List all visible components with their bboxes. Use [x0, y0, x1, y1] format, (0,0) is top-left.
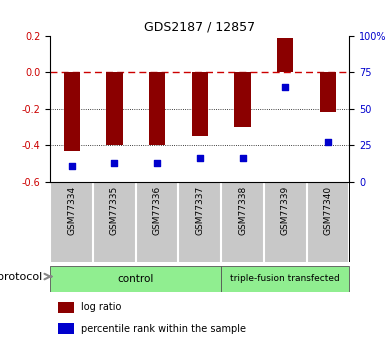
Bar [277, 38, 293, 72]
Text: GSM77335: GSM77335 [110, 186, 119, 235]
Point [325, 139, 331, 145]
Text: control: control [118, 274, 154, 284]
Text: GSM77336: GSM77336 [152, 186, 162, 235]
Text: protocol: protocol [0, 272, 43, 282]
Bar [58, 323, 74, 334]
Bar [320, 72, 336, 112]
Bar [64, 72, 80, 151]
Point [197, 156, 203, 161]
Text: percentile rank within the sample: percentile rank within the sample [81, 324, 246, 334]
Point [239, 156, 246, 161]
Text: GSM77334: GSM77334 [67, 186, 76, 235]
Bar [50, 266, 221, 292]
Bar [149, 72, 165, 145]
Text: GSM77340: GSM77340 [323, 186, 333, 235]
Bar [58, 302, 74, 313]
Text: triple-fusion transfected: triple-fusion transfected [230, 274, 340, 283]
Bar [106, 72, 123, 145]
Text: GSM77339: GSM77339 [281, 186, 290, 235]
Title: GDS2187 / 12857: GDS2187 / 12857 [144, 20, 255, 33]
Point [69, 163, 75, 168]
Point [154, 160, 160, 165]
Bar [221, 266, 349, 292]
Text: GSM77338: GSM77338 [238, 186, 247, 235]
Bar [234, 72, 251, 127]
Text: log ratio: log ratio [81, 302, 122, 312]
Bar [192, 72, 208, 136]
Point [111, 160, 118, 165]
Text: GSM77337: GSM77337 [195, 186, 204, 235]
Point [282, 84, 288, 90]
